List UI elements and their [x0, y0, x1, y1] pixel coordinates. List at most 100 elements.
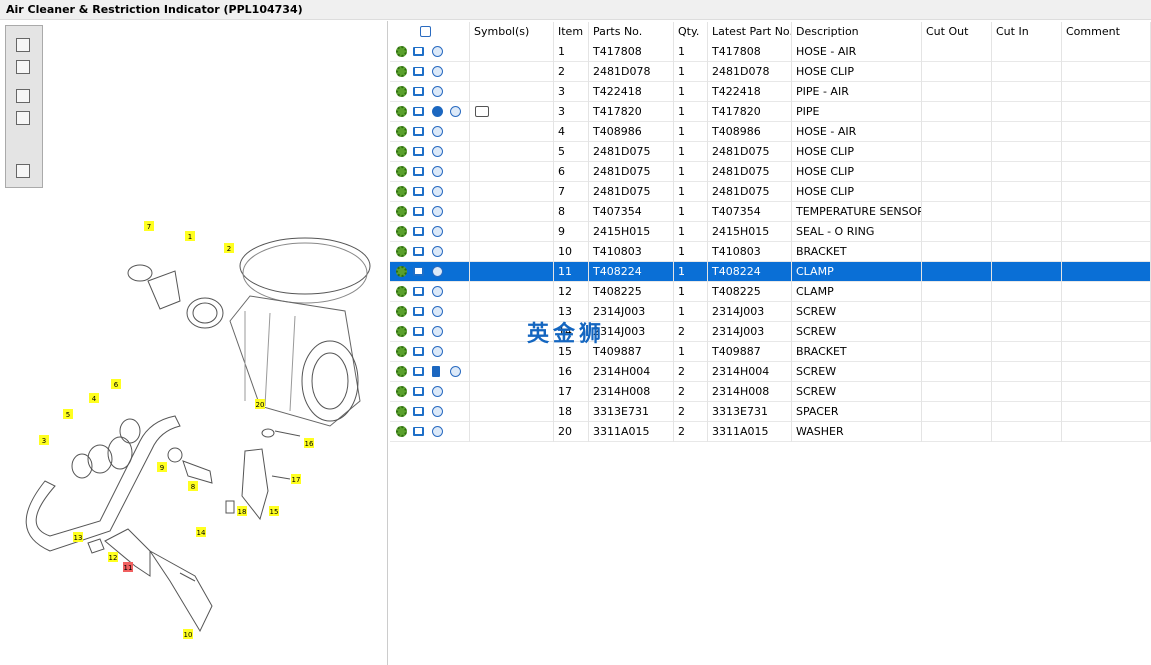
- gear-icon[interactable]: [396, 246, 407, 257]
- info-icon[interactable]: [450, 366, 461, 377]
- gear-icon[interactable]: [396, 386, 407, 397]
- info-icon[interactable]: [450, 106, 461, 117]
- gear-icon[interactable]: [396, 46, 407, 57]
- column-header[interactable]: Cut Out: [922, 22, 992, 42]
- gear-icon[interactable]: [396, 166, 407, 177]
- cart-icon[interactable]: [413, 307, 424, 316]
- cart-icon[interactable]: [413, 247, 424, 256]
- table-row[interactable]: 8 T407354 1 T407354 TEMPERATURE SENSOR: [390, 202, 1151, 222]
- cart-icon[interactable]: [413, 367, 424, 376]
- table-row[interactable]: 10 T410803 1 T410803 BRACKET: [390, 242, 1151, 262]
- fit[interactable]: [16, 89, 30, 103]
- supersede-icon[interactable]: [432, 106, 443, 117]
- actual-size[interactable]: [16, 111, 30, 125]
- info-icon[interactable]: [432, 306, 443, 317]
- cart-icon[interactable]: [413, 287, 424, 296]
- gear-icon[interactable]: [396, 346, 407, 357]
- table-row[interactable]: 3 T422418 1 T422418 PIPE - AIR: [390, 82, 1151, 102]
- cart-icon[interactable]: [413, 427, 424, 436]
- column-header[interactable]: Symbol(s): [470, 22, 554, 42]
- table-row[interactable]: 14 2314J003 2 2314J003 SCREW: [390, 322, 1151, 342]
- cart-icon[interactable]: [413, 47, 424, 56]
- info-icon[interactable]: [432, 226, 443, 237]
- cart-icon[interactable]: [413, 187, 424, 196]
- column-header[interactable]: Cut In: [992, 22, 1062, 42]
- table-row[interactable]: 17 2314H008 2 2314H008 SCREW: [390, 382, 1151, 402]
- info-icon[interactable]: [432, 166, 443, 177]
- cart-icon[interactable]: [413, 407, 424, 416]
- cart-icon[interactable]: [413, 167, 424, 176]
- table-row[interactable]: 2 2481D078 1 2481D078 HOSE CLIP: [390, 62, 1151, 82]
- table-row[interactable]: 18 3313E731 2 3313E731 SPACER: [390, 402, 1151, 422]
- table-row[interactable]: 7 2481D075 1 2481D075 HOSE CLIP: [390, 182, 1151, 202]
- cart-icon[interactable]: [413, 207, 424, 216]
- info-icon[interactable]: [432, 246, 443, 257]
- table-row[interactable]: 9 2415H015 1 2415H015 SEAL - O RING: [390, 222, 1151, 242]
- cart-icon[interactable]: [413, 107, 424, 116]
- info-icon[interactable]: [432, 266, 443, 277]
- gear-icon[interactable]: [396, 66, 407, 77]
- column-header[interactable]: Item: [554, 22, 589, 42]
- gear-icon[interactable]: [396, 286, 407, 297]
- table-row[interactable]: 15 T409887 1 T409887 BRACKET: [390, 342, 1151, 362]
- table-cell: 2: [554, 62, 589, 82]
- table-row[interactable]: 4 T408986 1 T408986 HOSE - AIR: [390, 122, 1151, 142]
- export[interactable]: [16, 164, 30, 178]
- table-row[interactable]: 20 3311A015 2 3311A015 WASHER: [390, 422, 1151, 442]
- zoom-out[interactable]: [16, 60, 30, 74]
- info-icon[interactable]: [432, 86, 443, 97]
- gear-icon[interactable]: [396, 106, 407, 117]
- info-icon[interactable]: [432, 286, 443, 297]
- gear-icon[interactable]: [396, 126, 407, 137]
- info-icon[interactable]: [432, 426, 443, 437]
- table-row[interactable]: 16 2314H004 2 2314H004 SCREW: [390, 362, 1151, 382]
- cart-icon[interactable]: [413, 147, 424, 156]
- info-icon[interactable]: [432, 406, 443, 417]
- gear-icon[interactable]: [396, 206, 407, 217]
- gear-icon[interactable]: [396, 266, 407, 277]
- cart-icon[interactable]: [413, 387, 424, 396]
- gear-icon[interactable]: [396, 306, 407, 317]
- gear-icon[interactable]: [396, 186, 407, 197]
- table-cell: 1: [674, 162, 708, 182]
- column-header[interactable]: Comment: [1062, 22, 1151, 42]
- table-row[interactable]: 6 2481D075 1 2481D075 HOSE CLIP: [390, 162, 1151, 182]
- gear-icon[interactable]: [396, 426, 407, 437]
- cart-icon[interactable]: [413, 227, 424, 236]
- column-header[interactable]: Description: [792, 22, 922, 42]
- table-row[interactable]: 1 T417808 1 T417808 HOSE - AIR: [390, 42, 1151, 62]
- info-icon[interactable]: [432, 206, 443, 217]
- header-cell[interactable]: [390, 22, 470, 42]
- column-header[interactable]: Qty.: [674, 22, 708, 42]
- info-icon[interactable]: [432, 46, 443, 57]
- cart-icon[interactable]: [413, 267, 424, 276]
- column-header[interactable]: Parts No.: [589, 22, 674, 42]
- cart-icon[interactable]: [413, 67, 424, 76]
- empty-cell: [1062, 62, 1151, 82]
- gear-icon[interactable]: [396, 406, 407, 417]
- gear-icon[interactable]: [396, 146, 407, 157]
- gear-icon[interactable]: [396, 86, 407, 97]
- gear-icon[interactable]: [396, 326, 407, 337]
- column-header[interactable]: Latest Part No.: [708, 22, 792, 42]
- gear-icon[interactable]: [396, 366, 407, 377]
- table-row[interactable]: 5 2481D075 1 2481D075 HOSE CLIP: [390, 142, 1151, 162]
- info-icon[interactable]: [432, 126, 443, 137]
- cart-icon[interactable]: [413, 127, 424, 136]
- doc-icon[interactable]: [432, 366, 440, 377]
- info-icon[interactable]: [432, 326, 443, 337]
- table-row[interactable]: 13 2314J003 1 2314J003 SCREW: [390, 302, 1151, 322]
- cart-icon[interactable]: [413, 327, 424, 336]
- info-icon[interactable]: [432, 186, 443, 197]
- cart-icon[interactable]: [413, 87, 424, 96]
- info-icon[interactable]: [432, 66, 443, 77]
- info-icon[interactable]: [432, 146, 443, 157]
- cart-icon[interactable]: [413, 347, 424, 356]
- info-icon[interactable]: [432, 386, 443, 397]
- table-row[interactable]: 11 T408224 1 T408224 CLAMP: [390, 262, 1151, 282]
- table-row[interactable]: 12 T408225 1 T408225 CLAMP: [390, 282, 1151, 302]
- gear-icon[interactable]: [396, 226, 407, 237]
- info-icon[interactable]: [432, 346, 443, 357]
- zoom-in[interactable]: [16, 38, 30, 52]
- table-row[interactable]: 3 T417820 1 T417820 PIPE: [390, 102, 1151, 122]
